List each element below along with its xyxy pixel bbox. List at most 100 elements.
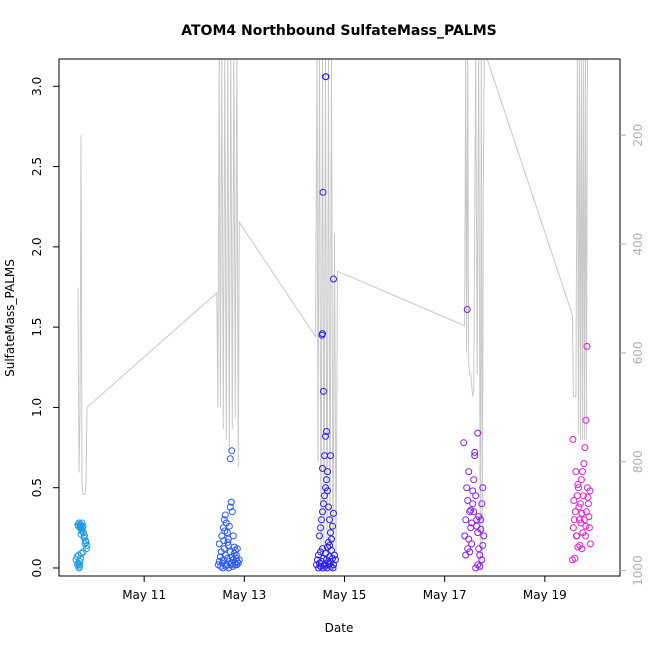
data-point bbox=[470, 476, 478, 484]
data-point bbox=[574, 484, 582, 492]
data-point bbox=[480, 532, 488, 540]
data-point bbox=[325, 538, 332, 546]
data-point bbox=[329, 522, 336, 530]
data-point bbox=[579, 529, 587, 537]
data-point bbox=[224, 535, 232, 543]
plot-frame bbox=[58, 58, 621, 577]
data-point bbox=[332, 556, 339, 564]
data-point bbox=[221, 527, 229, 535]
y2-tick-label: 200 bbox=[631, 124, 645, 147]
data-point bbox=[469, 500, 477, 508]
data-point bbox=[327, 529, 334, 537]
y-tick-label: 3.0 bbox=[30, 77, 44, 96]
data-point bbox=[575, 503, 583, 511]
data-point bbox=[319, 464, 326, 472]
data-point bbox=[465, 468, 473, 476]
data-point bbox=[227, 498, 235, 506]
data-point bbox=[318, 516, 325, 524]
data-point bbox=[231, 546, 239, 554]
data-point bbox=[574, 481, 582, 488]
data-point bbox=[319, 508, 326, 516]
data-point bbox=[475, 513, 483, 521]
data-point bbox=[570, 516, 578, 524]
y-tick-label: 1.5 bbox=[30, 318, 44, 337]
data-point bbox=[466, 508, 474, 516]
data-point bbox=[474, 561, 482, 569]
pressure-line bbox=[77, 59, 588, 571]
data-point bbox=[586, 540, 594, 548]
data-point bbox=[463, 484, 471, 492]
data-point bbox=[324, 487, 331, 495]
data-point bbox=[226, 455, 234, 463]
data-point bbox=[326, 516, 333, 524]
data-point bbox=[575, 516, 583, 524]
y2-tick-label: 1000 bbox=[631, 555, 645, 586]
data-point bbox=[569, 524, 577, 532]
pressure-line-layer bbox=[77, 59, 588, 571]
data-point bbox=[466, 548, 474, 556]
data-point bbox=[585, 524, 593, 532]
data-point bbox=[78, 519, 86, 527]
data-point bbox=[464, 497, 472, 504]
data-point bbox=[569, 436, 577, 443]
data-point bbox=[322, 432, 329, 440]
x-axis-label: Date bbox=[325, 621, 354, 635]
data-point bbox=[229, 532, 237, 540]
data-point bbox=[319, 330, 326, 338]
data-point bbox=[463, 306, 471, 313]
data-point bbox=[462, 516, 470, 524]
y2-tick-label: 800 bbox=[631, 450, 645, 473]
data-point bbox=[580, 460, 588, 468]
y-tick-label: 2.5 bbox=[30, 157, 44, 176]
data-point bbox=[330, 509, 337, 517]
series-4 bbox=[460, 306, 488, 572]
data-point bbox=[583, 342, 591, 350]
series-3 bbox=[313, 73, 339, 572]
x-tick-label: May 11 bbox=[122, 588, 166, 602]
y-axis-left: 0.0 0.5 1.0 1.5 2.0 2.5 3.0 bbox=[30, 77, 59, 578]
data-point bbox=[324, 468, 331, 476]
data-point bbox=[76, 558, 84, 565]
data-point bbox=[315, 564, 322, 572]
data-point bbox=[231, 559, 239, 567]
data-point bbox=[468, 519, 476, 527]
data-point bbox=[477, 525, 485, 533]
data-point bbox=[234, 559, 242, 567]
data-point bbox=[478, 500, 486, 508]
data-point bbox=[77, 530, 85, 538]
data-point bbox=[582, 522, 590, 530]
series-2 bbox=[214, 447, 243, 572]
data-point bbox=[571, 508, 579, 516]
data-point bbox=[460, 439, 468, 447]
data-point bbox=[476, 562, 484, 570]
series-1 bbox=[72, 519, 91, 572]
data-point bbox=[233, 561, 241, 569]
data-point bbox=[578, 509, 586, 517]
x-tick-label: May 15 bbox=[323, 588, 367, 602]
data-point bbox=[471, 452, 479, 460]
data-point bbox=[83, 542, 91, 549]
data-point bbox=[217, 562, 225, 570]
data-point bbox=[474, 429, 482, 437]
data-point bbox=[225, 522, 233, 530]
data-point bbox=[479, 484, 487, 492]
data-point bbox=[570, 497, 578, 504]
data-point bbox=[585, 513, 593, 521]
data-point bbox=[329, 564, 337, 572]
data-point bbox=[81, 540, 89, 548]
y-axis-label: SulfateMass_PALMS bbox=[3, 259, 17, 377]
data-point bbox=[325, 503, 332, 511]
data-point bbox=[471, 448, 479, 456]
x-tick-label: May 17 bbox=[423, 588, 467, 602]
y-tick-label: 2.0 bbox=[30, 237, 44, 256]
data-point bbox=[228, 447, 236, 455]
data-point bbox=[323, 476, 330, 484]
data-point bbox=[322, 73, 330, 81]
chart-title: ATOM4 Northbound SulfateMass_PALMS bbox=[181, 23, 496, 39]
y2-tick-label: 400 bbox=[631, 233, 645, 256]
data-point bbox=[327, 562, 335, 570]
data-point bbox=[316, 559, 323, 567]
data-point bbox=[327, 452, 334, 460]
data-point bbox=[467, 506, 475, 514]
data-point bbox=[233, 545, 241, 553]
